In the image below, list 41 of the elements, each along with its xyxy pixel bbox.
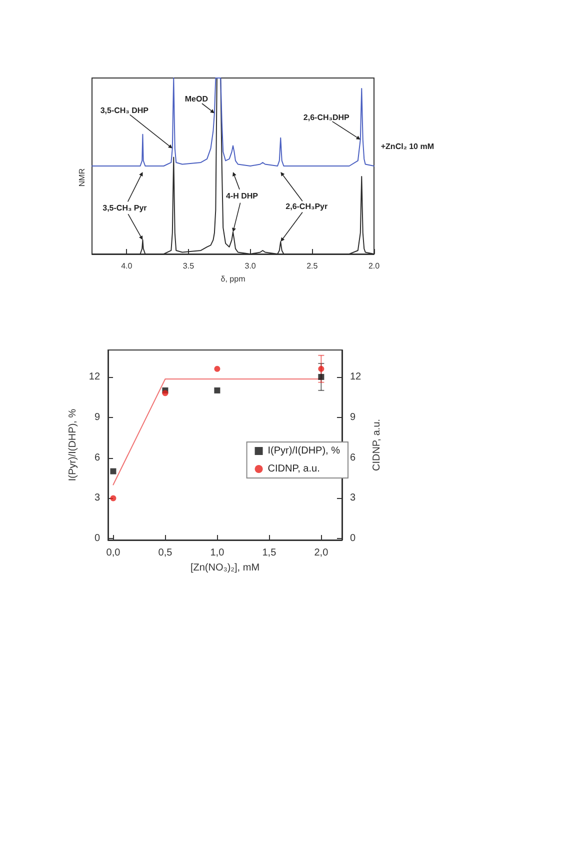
legend-label: CIDNP, a.u. bbox=[268, 464, 320, 474]
x-tick-label: 2,0 bbox=[314, 548, 329, 558]
y2-axis-title: CIDNP, a.u. bbox=[372, 418, 382, 472]
point bbox=[214, 387, 220, 394]
annotation: 3,5-CH₃ DHP bbox=[100, 106, 150, 115]
annotation: 3,5-CH₃ Pyr bbox=[102, 203, 147, 212]
y-tick-label: 12 bbox=[88, 371, 100, 382]
x-tick-label: 3.0 bbox=[244, 262, 256, 270]
y2-tick-label: 3 bbox=[350, 492, 356, 504]
y-axis-title: I(Pyr)/I(DHP), % bbox=[68, 408, 78, 482]
x-tick-label: 1,0 bbox=[210, 548, 225, 558]
annotation: 2,6-CH₃Pyr bbox=[286, 202, 328, 212]
point bbox=[110, 495, 116, 502]
x-tick-label: 1,5 bbox=[262, 548, 277, 558]
annotation: 4-H DHP bbox=[226, 192, 259, 200]
point bbox=[318, 374, 324, 380]
y2-tick-label: 6 bbox=[350, 452, 356, 464]
y-tick-label: 0 bbox=[94, 533, 100, 544]
y2-tick-label: 9 bbox=[350, 412, 356, 423]
x-tick-label: 0,5 bbox=[158, 548, 173, 558]
annotation: 2,6-CH₃DHP bbox=[303, 113, 350, 122]
y2-tick-label: 12 bbox=[350, 371, 362, 382]
x-tick-label: 2.5 bbox=[306, 262, 318, 270]
x-tick-label: 0,0 bbox=[106, 548, 121, 558]
point bbox=[318, 366, 324, 372]
point bbox=[162, 390, 168, 396]
annotation: MeOD bbox=[184, 94, 208, 104]
annotation: +ZnCl₂ 10 mM bbox=[380, 142, 434, 152]
y-tick-label: 6 bbox=[94, 452, 100, 464]
x-tick-label: 3.5 bbox=[182, 262, 195, 270]
y-axis-title: NMR bbox=[78, 168, 86, 187]
y2-tick-label: 0 bbox=[350, 533, 356, 544]
y-tick-label: 9 bbox=[94, 412, 100, 423]
y-tick-label: 3 bbox=[94, 492, 100, 504]
x-tick-label: 4.0 bbox=[121, 262, 133, 270]
x-axis-title: [Zn(NO₃)₂], mM bbox=[190, 562, 260, 574]
x-tick-label: 2.0 bbox=[368, 262, 380, 270]
point bbox=[110, 468, 116, 474]
point bbox=[214, 366, 220, 372]
legend-label: I(Pyr)/I(DHP), % bbox=[268, 446, 340, 456]
x-axis-title: δ, ppm bbox=[220, 274, 246, 284]
